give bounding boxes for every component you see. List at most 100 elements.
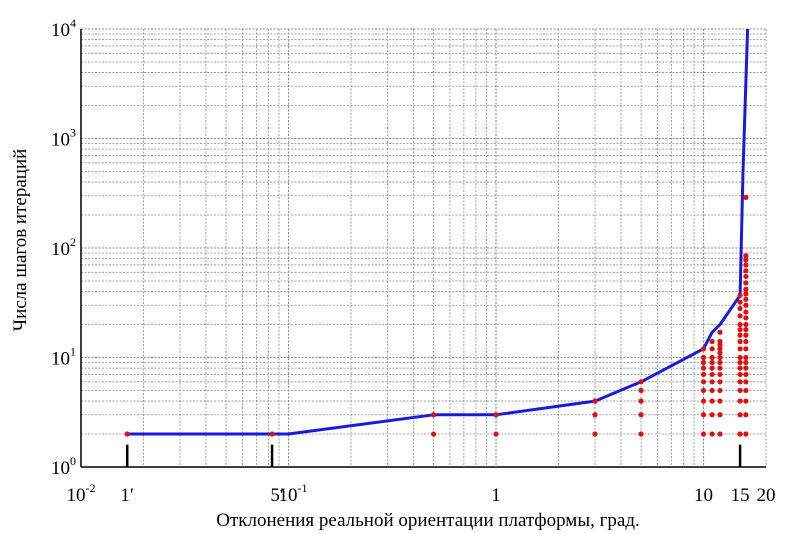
data-point: [717, 329, 723, 335]
data-point: [743, 273, 749, 280]
x-tick-labels: 10-2 1′ 5′10-1 1 10 15 20: [67, 481, 776, 506]
data-point: [709, 431, 715, 437]
data-point: [737, 365, 743, 371]
data-point: [743, 302, 749, 308]
x-tick-label: 1′: [120, 485, 134, 506]
data-point: [743, 346, 749, 352]
data-point: [592, 412, 598, 418]
data-point: [743, 296, 749, 302]
data-point: [717, 350, 723, 356]
y-tick-label: 103: [51, 126, 76, 151]
y-tick-label: 102: [51, 235, 76, 260]
data-point: [709, 365, 715, 371]
data-point: [717, 346, 723, 352]
data-point: [743, 315, 749, 321]
series-points: [124, 194, 749, 437]
data-point: [743, 379, 749, 385]
data-point: [737, 299, 743, 305]
data-point: [743, 371, 749, 378]
data-point: [737, 398, 743, 404]
data-point: [700, 359, 707, 366]
data-point: [700, 346, 707, 352]
data-point: [717, 338, 723, 345]
data-point: [737, 359, 743, 366]
data-point: [737, 387, 743, 394]
data-point: [737, 321, 743, 328]
data-point: [700, 431, 707, 437]
data-point: [737, 332, 743, 338]
x-tick-label: 15: [731, 485, 750, 506]
data-point: [638, 412, 644, 418]
y-tick-label: 100: [51, 454, 76, 479]
data-point: [124, 431, 130, 437]
data-point: [743, 398, 749, 404]
data-point: [737, 371, 743, 378]
x-axis-label: Отклонения реальной ориентации платформы…: [216, 510, 640, 531]
data-point: [743, 431, 749, 437]
data-point: [717, 398, 723, 404]
data-point: [737, 326, 743, 333]
data-point: [743, 332, 749, 338]
data-point: [737, 338, 743, 345]
data-point: [717, 387, 723, 394]
data-point: [743, 412, 749, 418]
data-point: [493, 431, 499, 437]
data-point: [737, 412, 743, 418]
data-point: [430, 431, 437, 437]
data-point: [700, 371, 707, 378]
data-point: [743, 280, 749, 286]
reference-markers: [125, 444, 742, 467]
data-point: [717, 412, 723, 418]
grid-lines: [80, 28, 767, 468]
x-tick-label: 10-2: [67, 481, 96, 506]
data-point: [737, 313, 743, 319]
y-tick-labels: 100 101 102 103 104: [51, 16, 76, 479]
data-point: [709, 346, 715, 352]
data-point: [743, 262, 749, 268]
data-point: [709, 398, 715, 404]
data-point: [717, 359, 723, 366]
x-tick-label: 10: [694, 485, 713, 506]
data-point: [737, 346, 743, 352]
data-point: [743, 194, 749, 200]
x-tick-label: 1: [491, 485, 501, 506]
data-point: [709, 379, 715, 385]
data-point: [743, 321, 749, 328]
data-point: [743, 365, 749, 371]
data-point: [700, 365, 707, 371]
x-tick-label: 20: [757, 485, 776, 506]
data-point: [709, 359, 715, 366]
data-point: [737, 305, 743, 312]
data-point: [700, 379, 707, 385]
y-tick-label: 104: [51, 16, 76, 41]
data-point: [269, 431, 275, 437]
data-point: [717, 354, 723, 361]
data-point: [638, 398, 644, 404]
data-point: [638, 379, 644, 385]
data-point: [743, 338, 749, 345]
data-point: [743, 359, 749, 366]
y-axis-label: Числа шагов итераций: [10, 149, 31, 332]
data-point: [737, 354, 743, 361]
data-point: [709, 387, 715, 394]
data-point: [709, 354, 715, 361]
data-point: [709, 338, 715, 345]
data-point: [700, 387, 707, 394]
data-point: [743, 253, 749, 259]
data-point: [638, 431, 644, 437]
data-point: [737, 431, 743, 437]
data-point: [638, 387, 644, 394]
data-point: [493, 412, 499, 418]
data-point: [717, 431, 723, 437]
data-point: [717, 371, 723, 378]
data-point: [592, 431, 598, 437]
data-point: [737, 379, 743, 385]
data-point: [700, 354, 707, 361]
data-point: [743, 257, 749, 263]
y-tick-label: 101: [51, 345, 76, 370]
data-point: [743, 326, 749, 333]
data-point: [700, 398, 707, 404]
data-point: [700, 412, 707, 418]
data-point: [743, 268, 749, 274]
